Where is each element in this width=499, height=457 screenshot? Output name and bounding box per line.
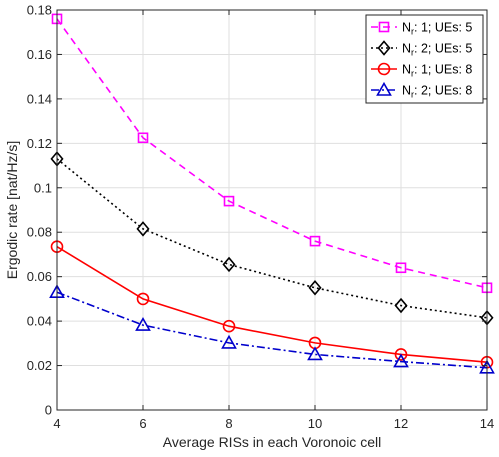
x-tick-label: 12 xyxy=(394,416,408,431)
series-3-point xyxy=(222,319,236,333)
x-tick-label: 14 xyxy=(480,416,494,431)
legend-marker-4 xyxy=(376,81,392,96)
series-1-line xyxy=(56,18,488,289)
series-2-point xyxy=(308,280,322,296)
legend-marker-1 xyxy=(378,21,390,33)
series-3-line xyxy=(56,245,488,364)
legend: Nr: 1; UEs: 5 Nr: 2; UEs: 5 Nr: 1; UEs: 8 N… xyxy=(365,14,484,104)
plot-area-border xyxy=(56,9,488,411)
series-4-point xyxy=(307,346,323,361)
legend-label-1: Nr: 1; UEs: 5 xyxy=(402,21,472,37)
y-tick-label: 0.1 xyxy=(34,180,52,195)
series-4-point xyxy=(393,353,409,368)
series-2-line xyxy=(56,158,488,319)
y-tick-label: 0.16 xyxy=(27,47,52,62)
series-1-point xyxy=(309,235,321,247)
series-3-point xyxy=(136,292,150,306)
x-tick-label: 4 xyxy=(53,416,60,431)
series-1-point xyxy=(223,195,235,207)
y-axis-title: Ergodic rate [nat/Hz/s] xyxy=(4,141,20,280)
series-2-point xyxy=(136,221,150,237)
series-4 xyxy=(49,284,495,374)
series-1-point xyxy=(395,262,407,274)
series-4-line xyxy=(56,291,488,369)
series-4-point xyxy=(221,334,237,349)
series-1-point xyxy=(137,132,149,144)
grid xyxy=(56,9,488,411)
y-tick-label: 0.04 xyxy=(27,314,52,329)
axis-ticks xyxy=(56,9,488,411)
legend-label-3: Nr: 1; UEs: 8 xyxy=(402,63,472,79)
tick-labels: 4 6 8 10 12 14 0 0.02 0.04 0.06 0.08 0.1 0.12 0.14 0.1… xyxy=(27,3,495,432)
series-1 xyxy=(51,13,493,294)
legend-marker-3 xyxy=(377,62,391,76)
series-layer xyxy=(49,13,495,374)
series-4-point xyxy=(135,316,151,331)
x-axis-title: Average RISs in each Voronoic cell xyxy=(163,434,381,450)
y-tick-label: 0.12 xyxy=(27,136,52,151)
y-tick-label: 0.06 xyxy=(27,269,52,284)
y-tick-label: 0.02 xyxy=(27,358,52,373)
legend-box xyxy=(365,14,484,104)
x-tick-label: 6 xyxy=(139,416,146,431)
series-3-point xyxy=(394,348,408,361)
y-tick-label: 0.18 xyxy=(27,3,52,18)
x-tick-label: 8 xyxy=(225,416,232,431)
legend-marker-2 xyxy=(377,40,391,56)
y-tick-label: 0.08 xyxy=(27,225,52,240)
series-3 xyxy=(50,240,494,369)
y-tick-label: 0.14 xyxy=(27,91,52,106)
x-tick-label: 10 xyxy=(308,416,322,431)
legend-label-4: Nr: 2; UEs: 8 xyxy=(402,84,472,100)
y-tick-label: 0 xyxy=(45,403,52,418)
series-2-point xyxy=(222,256,236,273)
legend-label-2: Nr: 2; UEs: 5 xyxy=(402,42,472,58)
series-2-point xyxy=(394,297,408,314)
